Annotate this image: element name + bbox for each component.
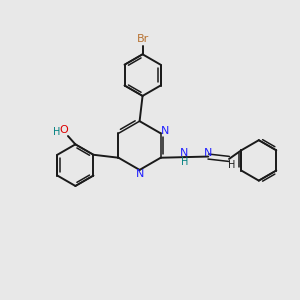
Text: N: N xyxy=(180,148,189,158)
Text: H: H xyxy=(53,127,61,137)
Text: H: H xyxy=(181,157,188,166)
Text: H: H xyxy=(228,160,235,170)
Text: O: O xyxy=(60,125,68,135)
Text: N: N xyxy=(135,169,144,179)
Text: N: N xyxy=(204,148,212,158)
Text: N: N xyxy=(161,126,169,136)
Text: Br: Br xyxy=(136,34,149,44)
